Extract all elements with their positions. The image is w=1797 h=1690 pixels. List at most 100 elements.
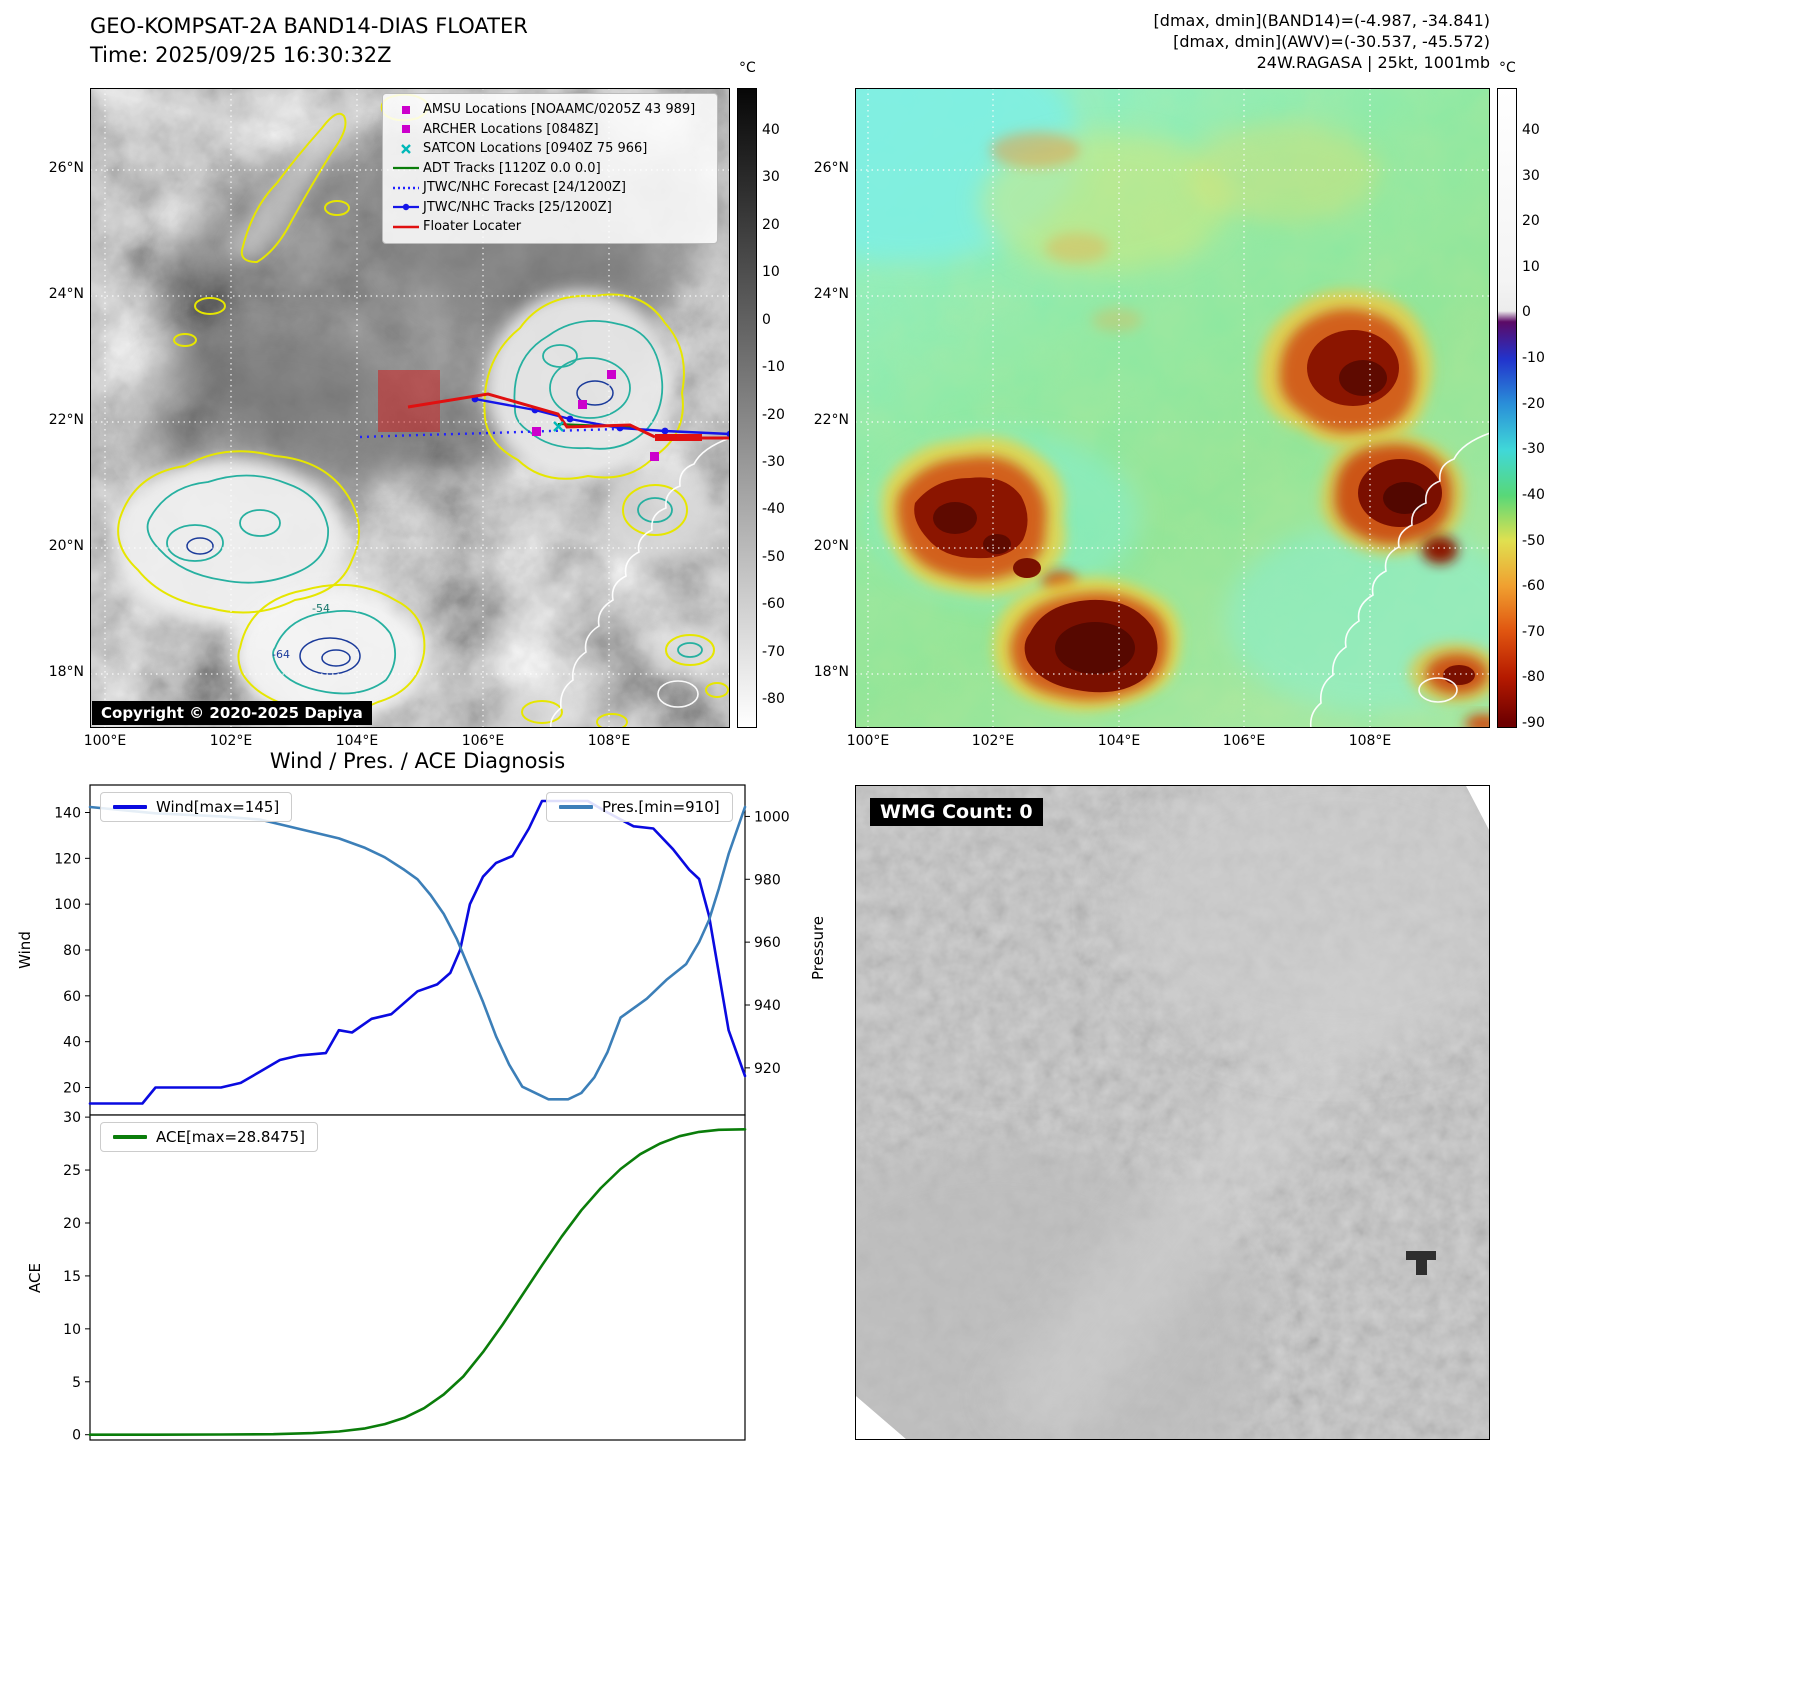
ace-legend: ACE[max=28.8475]: [100, 1122, 318, 1152]
magenta-square-icon: [391, 122, 423, 136]
wind-legend-label: Wind[max=145]: [156, 798, 280, 816]
blue-dotted-line-icon: [391, 181, 423, 195]
legend-item-label: JTWC/NHC Tracks [25/1200Z]: [423, 199, 612, 215]
colorbar1-tick: -80: [762, 691, 785, 708]
wind-axis-label: Wind: [16, 931, 34, 969]
coastline: [549, 437, 730, 728]
colorbar2-tick: 0: [1522, 304, 1531, 321]
map1-lat-tick: 18°N: [48, 664, 84, 680]
magenta-square-icon: [391, 103, 423, 117]
wind-legend: Wind[max=145]: [100, 792, 293, 822]
legend-item-label: JTWC/NHC Forecast [24/1200Z]: [423, 180, 626, 196]
awv-satellite-image: [855, 88, 1490, 728]
satcon-marker: [553, 421, 564, 432]
awv-map[interactable]: [855, 88, 1490, 728]
pressure-legend: Pres.[min=910]: [546, 792, 733, 822]
colorbar1-tick: -70: [762, 643, 785, 660]
ace-axis-label: ACE: [26, 1263, 44, 1293]
cold-cloud-blob-west: [881, 436, 1078, 597]
legend-item: Floater Locater: [391, 217, 709, 237]
wind-legend-swatch: [113, 805, 147, 809]
colorbar2-tick: 20: [1522, 213, 1540, 230]
cold-cloud-blob-south: [993, 577, 1181, 711]
colorbar2-tick: 10: [1522, 258, 1540, 275]
map2-lat-tick: 24°N: [813, 286, 849, 302]
map2-lat-tick: 18°N: [813, 664, 849, 680]
ace-legend-label: ACE[max=28.8475]: [156, 1128, 305, 1146]
ace-axis-tick: 15: [63, 1269, 81, 1285]
colorbar2-tick: 30: [1522, 167, 1540, 184]
map2-lon-tick: 106°E: [1222, 733, 1266, 749]
wmg-count-badge: WMG Count: 0: [870, 798, 1043, 826]
map-legend: AMSU Locations [NOAAMC/0205Z 43 989] ARCH…: [382, 93, 718, 244]
legend-item-label: SATCON Locations [0940Z 75 966]: [423, 141, 648, 157]
coastline: [1309, 432, 1490, 728]
legend-item: ADT Tracks [1120Z 0.0 0.0]: [391, 159, 709, 179]
colorbar2-tick: -50: [1522, 532, 1545, 549]
cold-cloud-blob-southeast: [1409, 643, 1490, 728]
awv-header-awv-stats: [dmax, dmin](AWV)=(-30.537, -45.572): [1173, 32, 1490, 51]
colorbar1-tick: -20: [762, 406, 785, 423]
colorbar2-tick: -40: [1522, 486, 1545, 503]
ace-axis-tick: 10: [63, 1322, 81, 1338]
colorbar1-tick: -40: [762, 501, 785, 518]
floater-locater-segment: [655, 434, 702, 441]
map1-lat-tick: 26°N: [48, 160, 84, 176]
contour-label: -64: [272, 648, 290, 661]
blue-line-dot-icon: [391, 200, 423, 214]
wind-axis-tick: 60: [63, 989, 81, 1005]
green-line-icon: [391, 161, 423, 175]
colorbar1-tick: 20: [762, 216, 780, 233]
ace-axis-tick: 0: [72, 1428, 81, 1444]
cyan-x-icon: [391, 142, 423, 156]
colorbar1-tick: 10: [762, 264, 780, 281]
wind-axis-tick: 20: [63, 1081, 81, 1097]
floater-highlight-box: [378, 370, 440, 432]
colorbar1-tick: 30: [762, 169, 780, 186]
colorbar2-unit: °C: [1499, 60, 1516, 76]
wmg-panel[interactable]: WMG Count: 0: [855, 785, 1490, 1440]
latlon-grid: [855, 88, 1490, 728]
map1-lat-tick: 22°N: [48, 412, 84, 428]
ace-axis-tick: 25: [63, 1163, 81, 1179]
colorbar2-tick: -90: [1522, 715, 1545, 732]
awv-header-band14-stats: [dmax, dmin](BAND14)=(-4.987, -34.841): [1153, 11, 1490, 30]
contour-label: -54: [312, 602, 330, 615]
pressure-axis-label: Pressure: [809, 915, 827, 981]
colorbar1-tick: 0: [762, 311, 771, 328]
diagnosis-chart: 20 40 60 80 100 120 140 920 940 960 980 1000 0 5 10 15 2…: [54, 784, 790, 1444]
legend-item-label: ARCHER Locations [0848Z]: [423, 121, 599, 137]
colorbar1-tick: -50: [762, 548, 785, 565]
ace-legend-swatch: [113, 1135, 147, 1139]
colorbar2-tick: -60: [1522, 578, 1545, 595]
pressure-axis-tick: 980: [754, 872, 781, 888]
storm-id-label: 24W.RAGASA | 25kt, 1001mb: [1256, 53, 1490, 72]
map2-lat-tick: 26°N: [813, 160, 849, 176]
legend-item-label: ADT Tracks [1120Z 0.0 0.0]: [423, 160, 601, 176]
legend-item: SATCON Locations [0940Z 75 966]: [391, 139, 709, 159]
pres-legend-label: Pres.[min=910]: [602, 798, 720, 816]
wind-axis-tick: 80: [63, 943, 81, 959]
awv-header: [dmax, dmin](BAND14)=(-4.987, -34.841) […: [980, 10, 1490, 73]
awv-colorbar: [1497, 88, 1517, 728]
map1-lat-tick: 20°N: [48, 538, 84, 554]
legend-item: ARCHER Locations [0848Z]: [391, 120, 709, 140]
pressure-axis-tick: 1000: [754, 809, 790, 825]
band14-colorbar: [737, 88, 757, 728]
colorbar2-tick: -20: [1522, 395, 1545, 412]
cold-cloud-blob-east: [1321, 434, 1465, 564]
wmg-visible-image: [856, 786, 1489, 1439]
jtwc-track: [474, 397, 730, 436]
wind-axis-tick: 100: [54, 897, 81, 913]
legend-item-label: AMSU Locations [NOAAMC/0205Z 43 989]: [423, 102, 696, 118]
colorbar2-tick: -30: [1522, 441, 1545, 458]
land-feature-mark: [1406, 1251, 1436, 1275]
band14-map[interactable]: -54 -64: [90, 88, 730, 728]
map2-lon-tick: 104°E: [1097, 733, 1141, 749]
red-line-icon: [391, 220, 423, 234]
map2-lon-tick: 108°E: [1348, 733, 1392, 749]
copyright-label: Copyright © 2020-2025 Dapiya: [92, 701, 372, 725]
legend-item: JTWC/NHC Forecast [24/1200Z]: [391, 178, 709, 198]
colorbar2-tick: -80: [1522, 669, 1545, 686]
